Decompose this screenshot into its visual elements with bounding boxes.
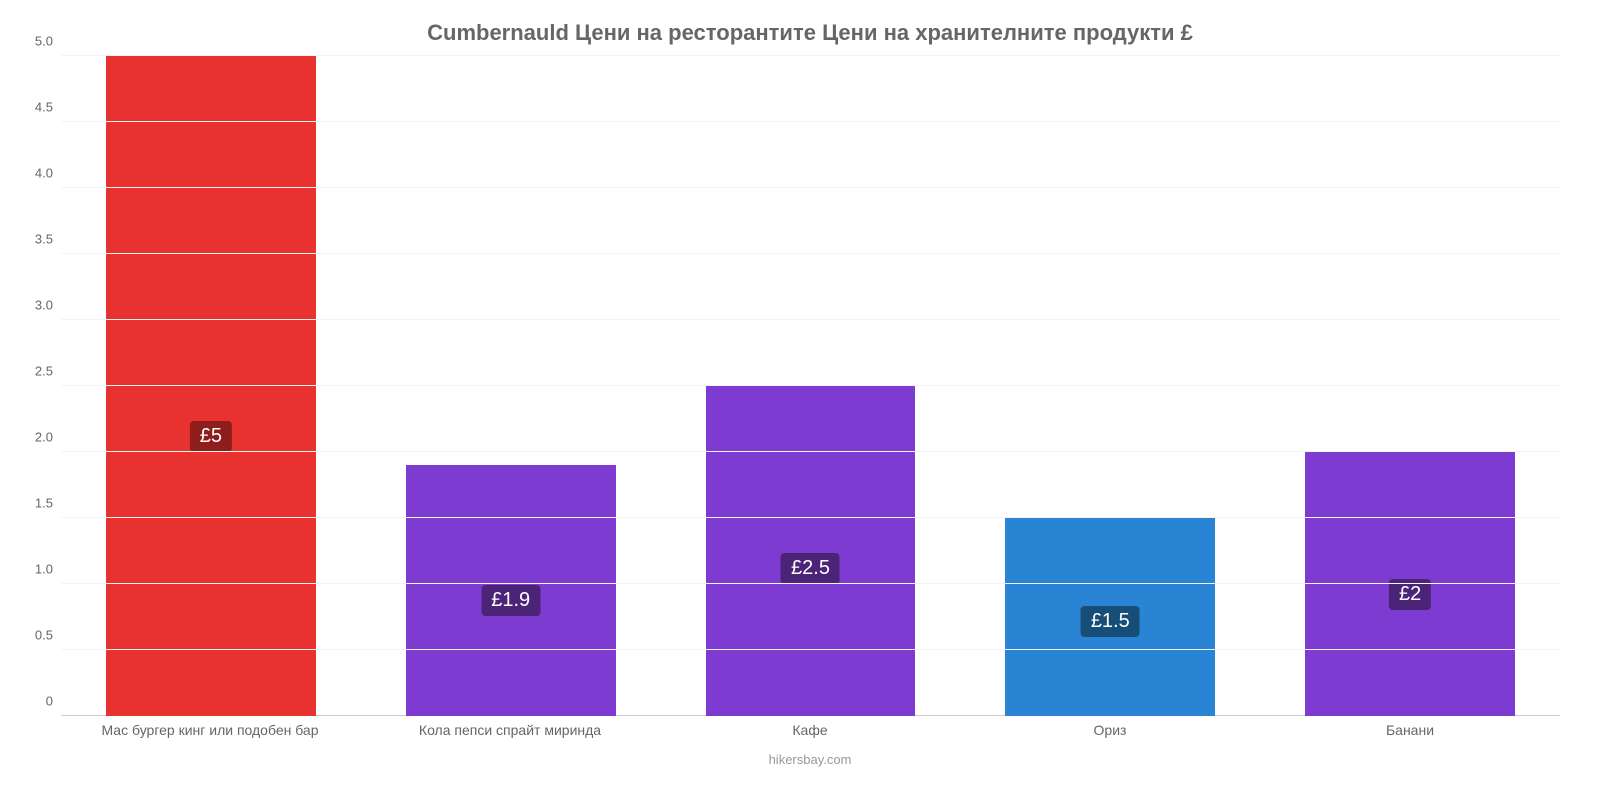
x-axis-label: Ориз xyxy=(960,722,1260,738)
x-axis-labels: Мас бургер кинг или подобен барКола пепс… xyxy=(60,722,1560,738)
gridline xyxy=(61,121,1560,122)
value-badge: £2 xyxy=(1389,579,1431,610)
gridline xyxy=(61,583,1560,584)
value-badge: £2.5 xyxy=(781,553,840,584)
x-axis-label: Мас бургер кинг или подобен бар xyxy=(60,722,360,738)
bar-slot: £2 xyxy=(1260,56,1560,716)
bar: £5 xyxy=(106,56,316,716)
y-tick-label: 2.0 xyxy=(35,430,61,445)
price-bar-chart: Cumbernauld Цени на ресторантите Цени на… xyxy=(0,0,1600,800)
y-tick-label: 3.5 xyxy=(35,232,61,247)
plot-area: £5£1.9£2.5£1.5£2 00.51.01.52.02.53.03.54… xyxy=(60,56,1560,716)
y-tick-label: 0.5 xyxy=(35,628,61,643)
bars-group: £5 £1.9 £2.5 £1.5 £2 xyxy=(61,56,1560,716)
gridline xyxy=(61,517,1560,518)
value-badge: £1.9 xyxy=(481,585,540,616)
bar-slot: £5 xyxy=(61,56,361,716)
gridline xyxy=(61,253,1560,254)
y-tick-label: 3.0 xyxy=(35,298,61,313)
bar-slot: £1.9 xyxy=(361,56,661,716)
gridline xyxy=(61,451,1560,452)
bar-slot: £2.5 xyxy=(661,56,961,716)
y-tick-label: 4.0 xyxy=(35,166,61,181)
y-tick-label: 4.5 xyxy=(35,100,61,115)
bar: £2.5 xyxy=(706,386,916,716)
y-tick-label: 5.0 xyxy=(35,34,61,49)
y-tick-label: 0 xyxy=(46,694,61,709)
bar-slot: £1.5 xyxy=(960,56,1260,716)
x-axis-label: Банани xyxy=(1260,722,1560,738)
x-axis-label: Кола пепси спрайт миринда xyxy=(360,722,660,738)
value-badge: £1.5 xyxy=(1081,606,1140,637)
gridline xyxy=(61,55,1560,56)
chart-title: Cumbernauld Цени на ресторантите Цени на… xyxy=(60,20,1560,46)
chart-caption: hikersbay.com xyxy=(60,752,1560,767)
x-axis-label: Кафе xyxy=(660,722,960,738)
gridline xyxy=(61,385,1560,386)
bar: £1.5 xyxy=(1005,518,1215,716)
y-tick-label: 2.5 xyxy=(35,364,61,379)
gridline xyxy=(61,187,1560,188)
y-tick-label: 1.0 xyxy=(35,562,61,577)
y-tick-label: 1.5 xyxy=(35,496,61,511)
gridline xyxy=(61,319,1560,320)
bar: £1.9 xyxy=(406,465,616,716)
gridline xyxy=(61,649,1560,650)
value-badge: £5 xyxy=(190,421,232,452)
bar: £2 xyxy=(1305,452,1515,716)
